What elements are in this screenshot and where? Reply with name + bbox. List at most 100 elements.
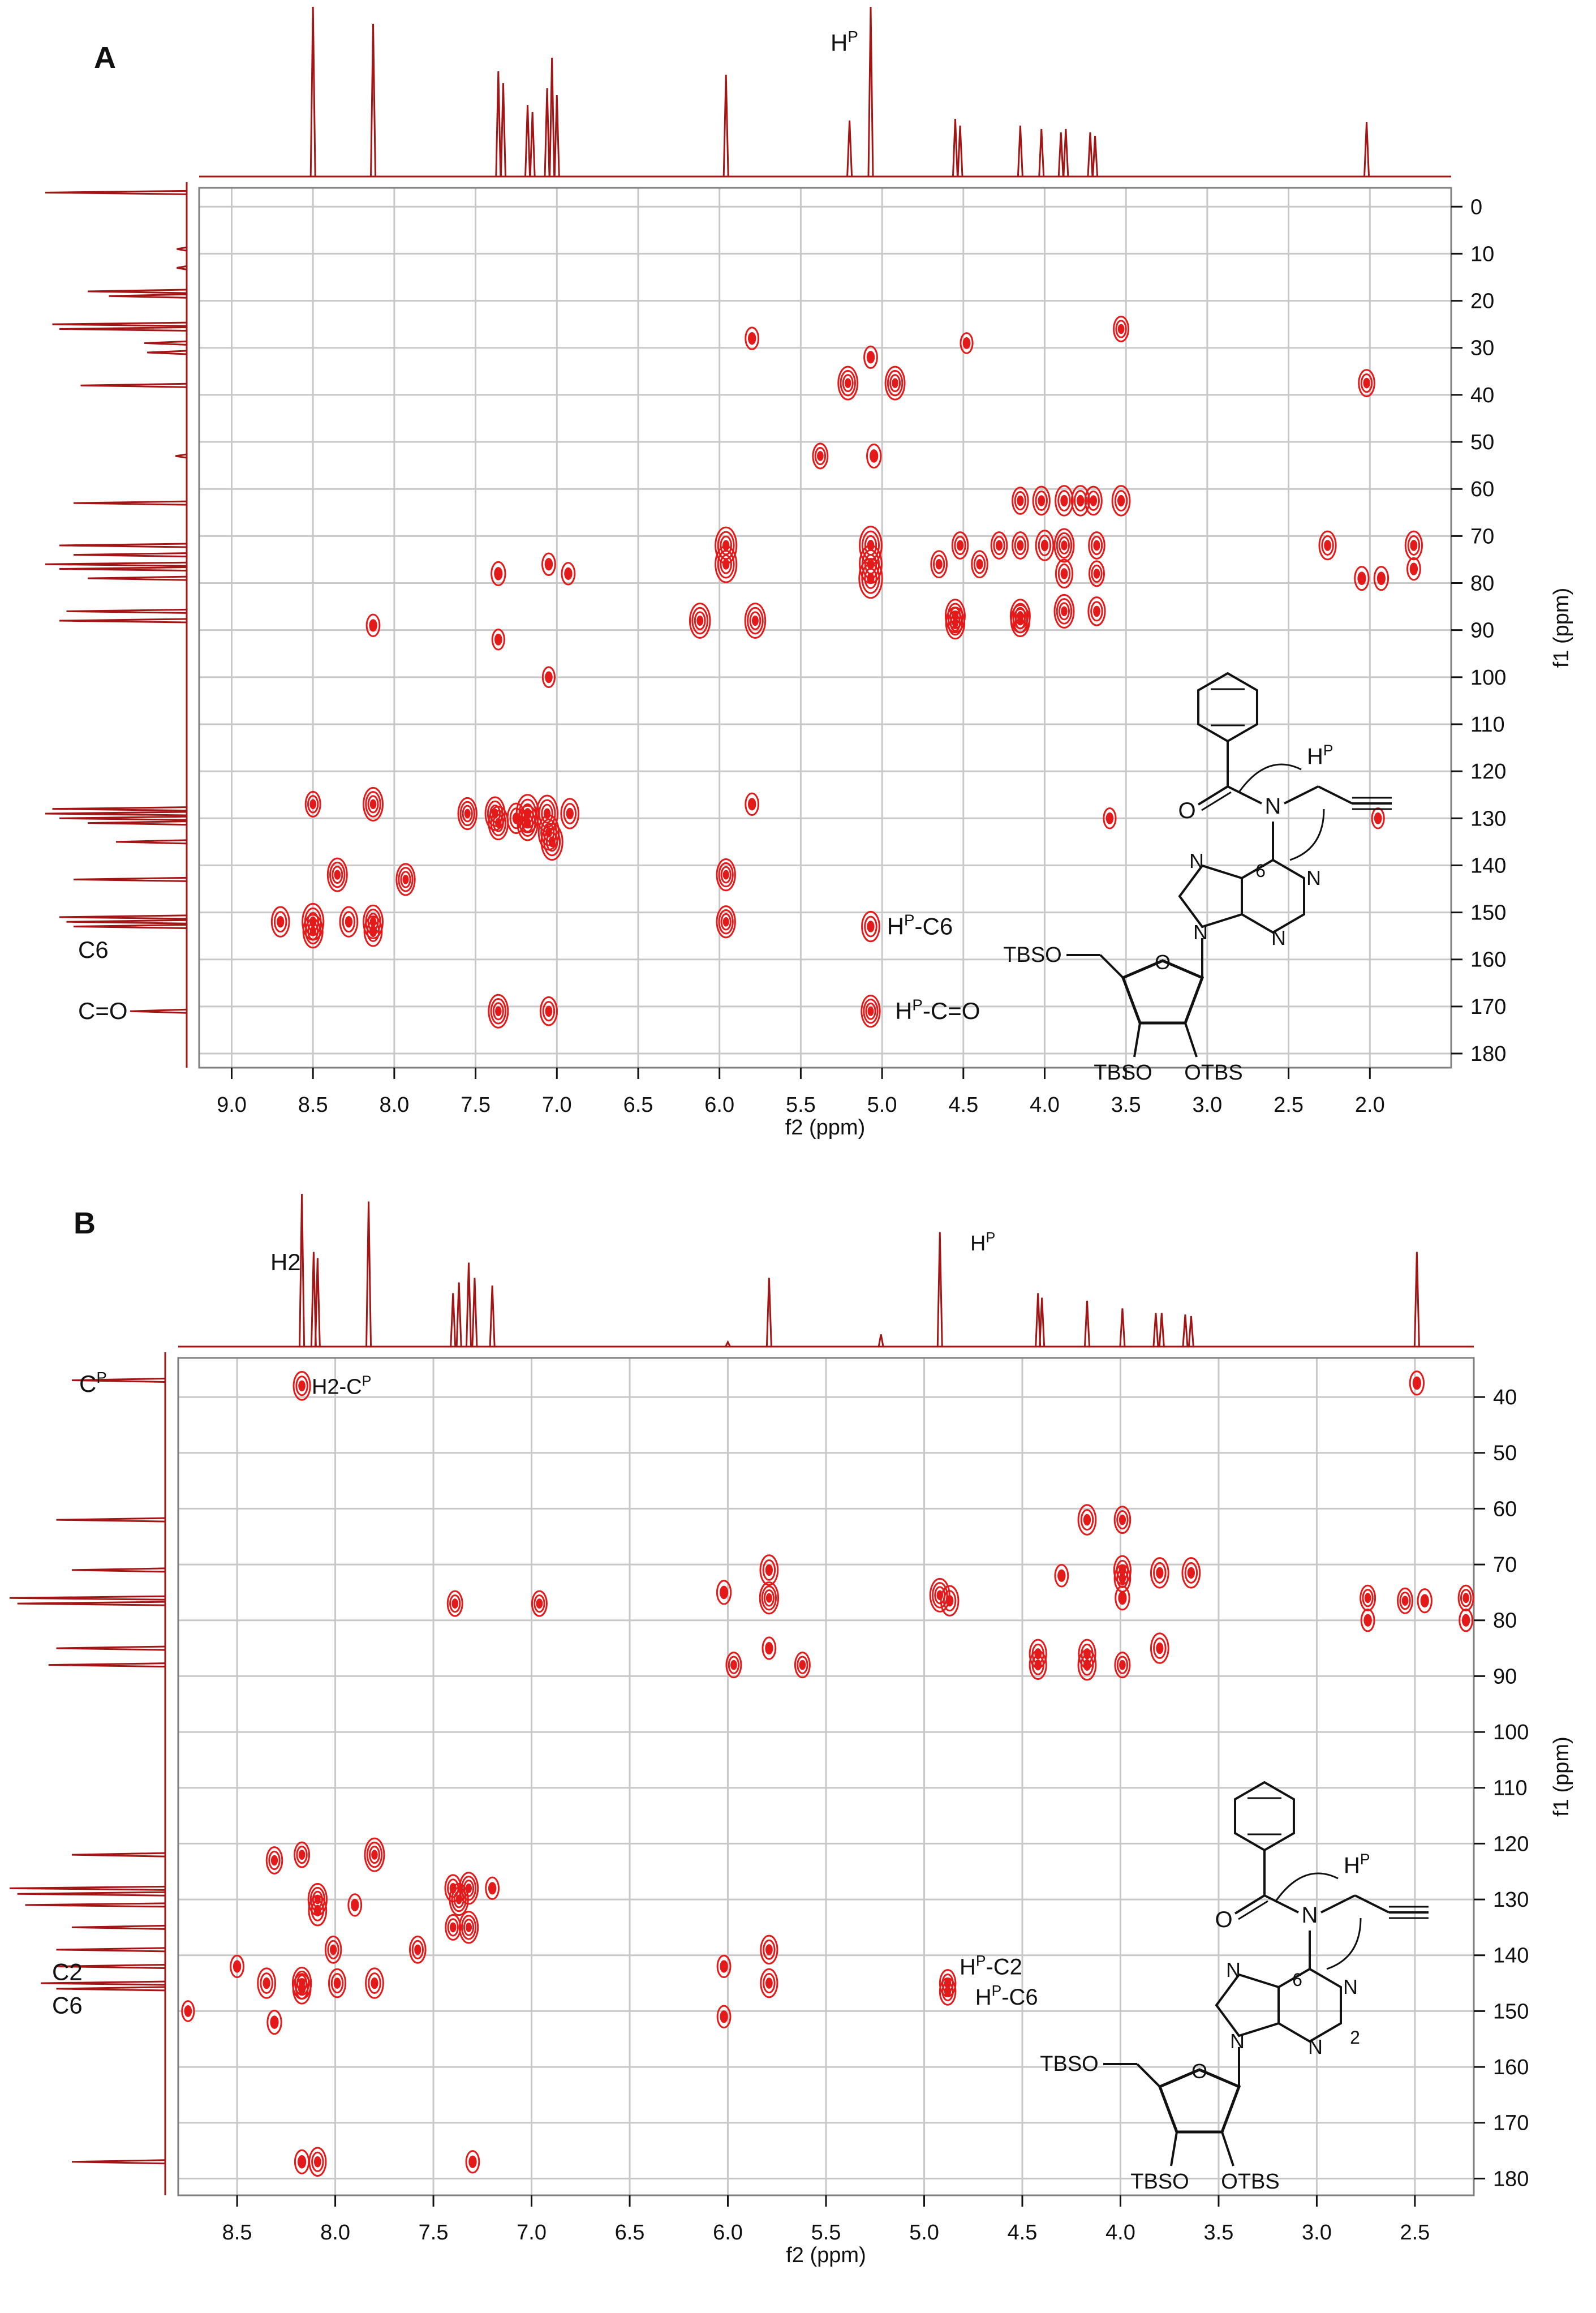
contour-ring (749, 611, 762, 630)
proton-peak (370, 23, 377, 177)
annotation-hp-c2-tail: -C2 (986, 1954, 1022, 1979)
x-axis: 9.0 8.5 8.0 7.5 7.0 6.5 6.0 5.5 5.0 4.5 4.0 3.5 3.0 2… (199, 1067, 1451, 1140)
cross-peak (1318, 530, 1337, 561)
contour-ring (765, 1977, 773, 1989)
contour-ring (863, 345, 878, 369)
contour-ring (449, 1594, 461, 1613)
cross-peak (1032, 485, 1051, 516)
contour-ring (400, 871, 411, 888)
contour-ring (461, 1876, 477, 1901)
proton-peak (471, 1278, 478, 1347)
annotation-hp-co: HP-C=O (895, 996, 980, 1024)
cross-peak (689, 603, 711, 639)
proton-peak (553, 94, 560, 177)
contour-ring (366, 1841, 383, 1868)
y-tick-label: 90 (1470, 619, 1494, 643)
cross-peak (1070, 485, 1090, 517)
proton-peak (466, 1262, 472, 1347)
carbon-peak (59, 543, 187, 548)
contour-ring (1040, 539, 1049, 552)
cross-peaks (270, 315, 1423, 1029)
contour-ring (409, 1935, 427, 1964)
contour-ring (298, 1983, 306, 1995)
contour-ring (539, 996, 558, 1026)
ribose-ring (1158, 2068, 1241, 2134)
cross-peaks (181, 1370, 1474, 2177)
cross-peak (1181, 1557, 1201, 1589)
y-tick-label: 150 (1493, 2000, 1529, 2023)
cross-peak (1360, 1609, 1375, 1632)
contour-ring (954, 535, 966, 556)
contour-ring (940, 1585, 960, 1616)
contour-ring (866, 351, 875, 364)
x-tick-label: 6.0 (704, 1093, 734, 1117)
x-tick-label: 8.5 (298, 1093, 328, 1117)
contour-ring (1116, 1656, 1129, 1674)
contour-ring (463, 1880, 475, 1897)
y-tick-label: 100 (1493, 1721, 1529, 1744)
contour-ring (1035, 490, 1048, 511)
carbon-peak (52, 321, 187, 327)
propargyl-hp-base: H (1344, 1853, 1360, 1878)
contour-ring (545, 832, 558, 852)
contour-ring (445, 1914, 462, 1941)
carbon-peak (71, 1377, 166, 1383)
contour-ring (395, 863, 416, 896)
annotation-hp-c6-sup: P (904, 912, 915, 929)
contour-ring (1061, 540, 1068, 551)
hmbc-arrow (1238, 763, 1302, 793)
y-tick-label: 140 (1493, 1944, 1529, 1968)
contour-ring (1090, 601, 1103, 622)
carbon-peak (130, 1008, 187, 1014)
contour-ring (1017, 495, 1024, 506)
x-tick-label: 7.0 (517, 2221, 547, 2245)
cross-peak (759, 1581, 780, 1615)
carbon-peak (45, 811, 187, 816)
contour-ring (270, 906, 290, 938)
proton-peak (314, 1258, 321, 1347)
annotation-hp-c6-sup: P (992, 1983, 1002, 2000)
proton-peak (1087, 132, 1094, 177)
carbon-peak (59, 566, 187, 572)
contour-ring (844, 378, 851, 388)
contour-ring (333, 1977, 341, 1989)
x-tick-label: 8.0 (379, 1093, 409, 1117)
contour-ring (943, 1590, 957, 1612)
contour-ring (1060, 568, 1068, 579)
cross-peak (561, 562, 576, 586)
contour-ring (976, 558, 983, 570)
contour-ring (1117, 324, 1125, 334)
contour-ring (295, 1375, 308, 1396)
carbon-spectrum (45, 182, 188, 1068)
cross-peak (1360, 1584, 1376, 1611)
y-tick-label: 50 (1470, 431, 1494, 454)
contour-ring (495, 1006, 502, 1016)
contour-ring (944, 599, 966, 634)
y-tick-label: 70 (1470, 524, 1494, 548)
proton-peak (765, 1278, 772, 1347)
carbon-peak (177, 265, 187, 270)
x-tick-label: 5.0 (867, 1093, 897, 1117)
carbon-peak (73, 500, 187, 506)
carbon-peak (9, 1595, 166, 1601)
y-tick-label: 180 (1493, 2167, 1529, 2191)
ring-n7: N (1189, 849, 1204, 872)
proton-peak (529, 111, 536, 177)
x-tick-label: 3.0 (1302, 2221, 1332, 2245)
contour-ring (1150, 1557, 1169, 1589)
bond (1136, 2063, 1161, 2088)
proton-spectrum (178, 1193, 1474, 1348)
contour-ring (941, 1981, 954, 2001)
x-tick-label: 3.5 (1111, 1093, 1141, 1117)
contour-ring (265, 1846, 283, 1875)
contour-ring (765, 1641, 773, 1655)
otbs-2prime: OTBS (1221, 2170, 1279, 2194)
contour-ring (414, 1944, 421, 1955)
propargyl-hp: HP (1344, 1851, 1370, 1878)
contour-ring (761, 1585, 777, 1611)
x-tick-label: 2.0 (1355, 1093, 1385, 1117)
contour-ring (369, 619, 377, 632)
contour-ring (1017, 540, 1024, 551)
